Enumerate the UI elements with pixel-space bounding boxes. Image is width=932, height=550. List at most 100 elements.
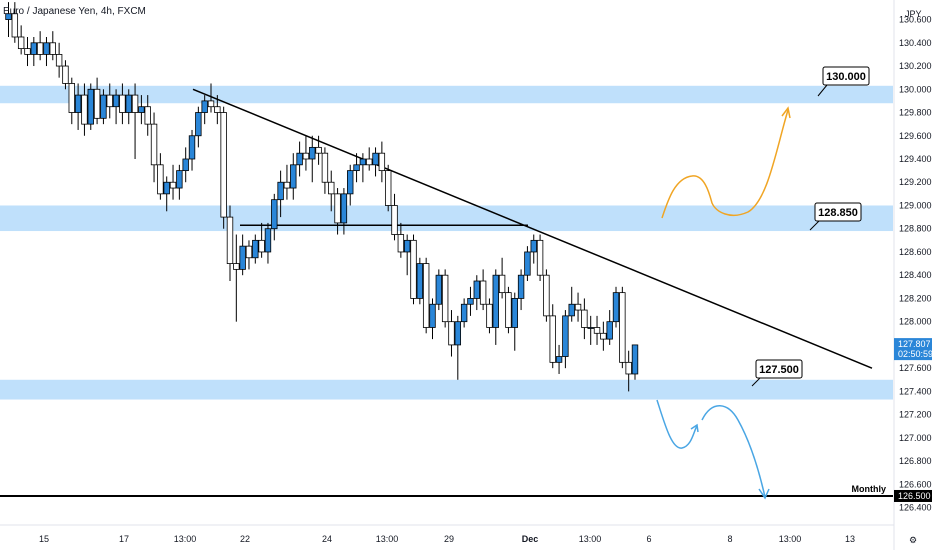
y-tick-label: 128.800: [899, 224, 932, 234]
candle-body: [49, 42, 56, 55]
x-tick-label: 13: [845, 534, 855, 544]
candle-body: [625, 361, 632, 375]
y-tick-label: 130.000: [899, 84, 932, 94]
candle-body: [245, 245, 253, 259]
time-axis[interactable]: 15 17 13:00 22 24 13:00 29 Dec 13:00 6 8 13:00 13 ⚙: [0, 524, 917, 545]
y-tick-label: 130.200: [899, 61, 932, 71]
candle-body: [252, 239, 259, 259]
candle-body: [55, 54, 63, 67]
candle-body: [410, 239, 417, 299]
candle-body: [74, 94, 82, 113]
price-axis[interactable]: 130.800 130.600 130.400 130.200 130.000 129.8…: [893, 0, 932, 550]
candle-body: [163, 181, 170, 195]
candle-body: [138, 106, 145, 113]
y-tick-label: 127.400: [899, 386, 932, 396]
x-tick-label: 22: [240, 534, 250, 544]
candle-body: [460, 303, 468, 323]
candle-body: [366, 158, 373, 166]
zone-band-0: [0, 85, 893, 104]
y-tick-label: 126.600: [899, 479, 932, 489]
orange-arrowhead-icon: [781, 106, 791, 119]
currency-label: JPY: [905, 9, 922, 19]
callout-box: [822, 66, 870, 86]
candle-body: [214, 106, 221, 113]
callout-box: [814, 202, 862, 222]
candle-body: [271, 199, 278, 230]
y-tick-label: 128.400: [899, 270, 932, 280]
candle-body: [112, 94, 120, 108]
y-tick-label: 127.200: [899, 410, 932, 420]
monthly-price-badge: [894, 489, 932, 502]
candle-body: [106, 94, 113, 108]
candle-body: [612, 292, 620, 323]
candle-body: [283, 181, 291, 189]
x-tick-label: 8: [727, 534, 732, 544]
candle-body: [328, 181, 335, 195]
candle-body: [81, 94, 88, 125]
x-tick-label: 29: [444, 534, 454, 544]
candle-body: [454, 321, 462, 346]
candle-body: [536, 239, 544, 276]
x-tick-label: 13:00: [174, 534, 197, 544]
monthly-price-value: 126.500: [898, 491, 931, 501]
bullish-projection-arrow: [661, 109, 789, 219]
candle-body: [384, 170, 392, 206]
y-tick-label: 128.200: [899, 293, 932, 303]
y-tick-label: 129.600: [899, 131, 932, 141]
candle-body: [30, 42, 38, 55]
candle-body: [17, 36, 25, 50]
candle-body: [549, 315, 556, 363]
candle-body: [233, 263, 240, 270]
candle-body: [555, 356, 563, 363]
callout-pointer: [751, 377, 761, 387]
candle-body: [264, 228, 272, 253]
candle-body: [195, 112, 202, 137]
candle-body: [24, 48, 31, 55]
candle-body: [498, 274, 506, 294]
candle-body: [207, 100, 215, 108]
candle-body: [201, 100, 208, 113]
candle-body: [511, 298, 518, 328]
candle-body: [347, 170, 354, 195]
monthly-label: Monthly: [852, 484, 887, 494]
candle-body: [309, 146, 316, 160]
candle-body: [600, 332, 607, 340]
y-tick-label: 130.600: [899, 15, 932, 25]
candle-body: [403, 239, 411, 253]
candle-body: [315, 146, 322, 154]
candle-body: [492, 274, 499, 328]
y-tick-label: 126.800: [899, 456, 932, 466]
callout-label: 128.850: [818, 207, 858, 219]
candle-body: [62, 65, 69, 84]
candle-body: [587, 327, 594, 329]
candle-body: [182, 158, 189, 172]
settings-gear-icon: ⚙: [909, 535, 917, 545]
candle-body: [131, 94, 139, 113]
candle-body: [11, 13, 19, 38]
callout-label: 130.000: [826, 71, 866, 83]
countdown-timer: 02:50:59: [898, 349, 932, 359]
candle-body: [226, 216, 234, 264]
candle-body: [574, 303, 582, 311]
y-tick-label: 130.800: [899, 0, 932, 1]
candle-body: [302, 152, 310, 160]
callout-label: 127.500: [759, 364, 799, 376]
x-tick-label: 15: [39, 534, 49, 544]
y-tick-label: 129.200: [899, 177, 932, 187]
candle-body: [505, 292, 512, 328]
candle-body: [36, 42, 44, 55]
candle-body: [435, 274, 443, 305]
callout-box: [755, 359, 803, 379]
candle-body: [517, 274, 525, 299]
candle-body: [593, 327, 601, 334]
candle-body: [378, 152, 386, 172]
x-tick-label: 6: [646, 534, 651, 544]
candle-body: [467, 298, 474, 305]
candle-body: [296, 152, 303, 166]
x-tick-label: 17: [119, 534, 129, 544]
candle-body: [258, 239, 265, 253]
y-tick-label: 126.400: [899, 503, 932, 513]
zone-band-1: [0, 205, 893, 232]
current-price-value: 127.807: [898, 339, 931, 349]
